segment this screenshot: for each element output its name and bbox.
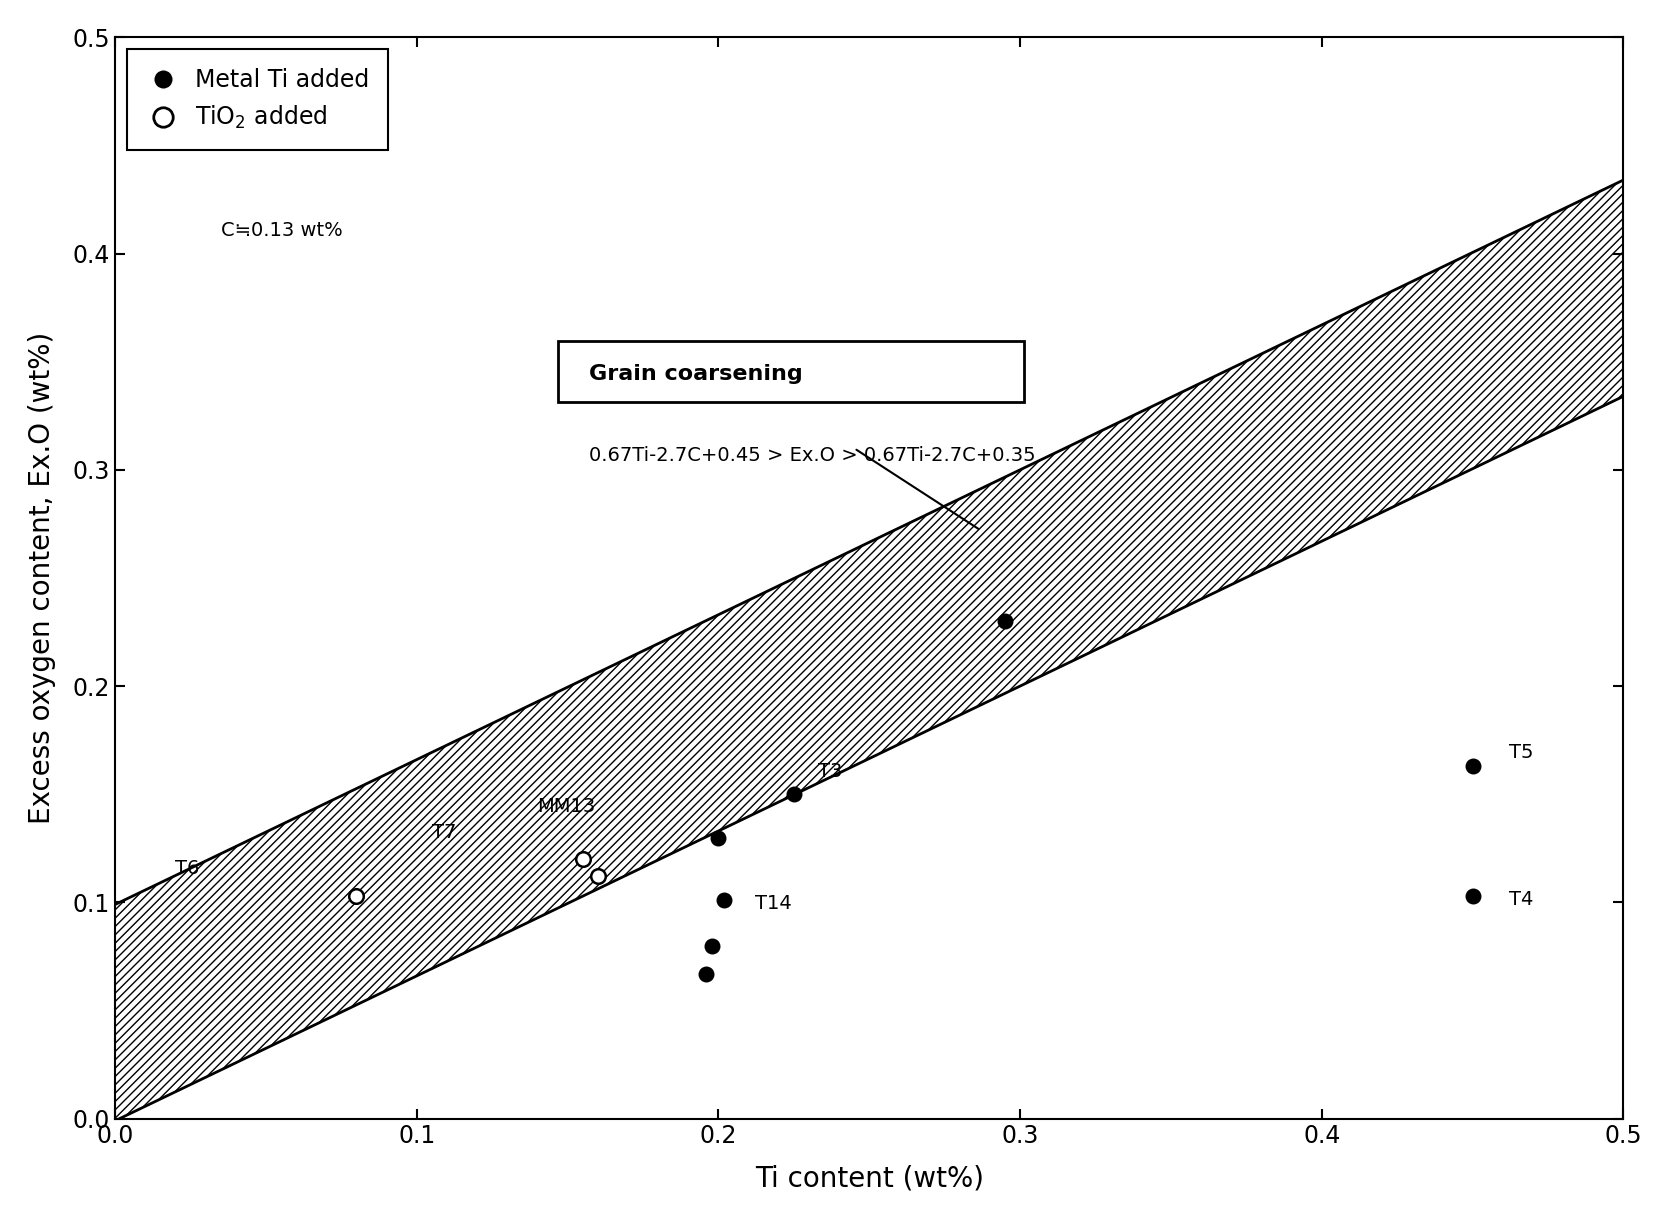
Point bbox=[705, 827, 731, 847]
Y-axis label: Excess oxygen content, Ex.O (wt%): Excess oxygen content, Ex.O (wt%) bbox=[28, 332, 55, 825]
Text: T4: T4 bbox=[1508, 889, 1533, 909]
Point bbox=[1460, 756, 1486, 776]
Point bbox=[992, 611, 1019, 631]
Text: Grain coarsening: Grain coarsening bbox=[588, 364, 802, 384]
Point bbox=[700, 936, 726, 955]
Text: C≒0.13 wt%: C≒0.13 wt% bbox=[220, 221, 342, 240]
Point bbox=[780, 784, 807, 804]
Text: T14: T14 bbox=[755, 894, 792, 913]
Point bbox=[569, 849, 596, 869]
Text: 0.67Ti-2.7C+0.45 > Ex.O > 0.67Ti-2.7C+0.35: 0.67Ti-2.7C+0.45 > Ex.O > 0.67Ti-2.7C+0.… bbox=[588, 447, 1035, 465]
Point bbox=[584, 866, 611, 886]
Text: MM13: MM13 bbox=[538, 797, 596, 816]
Point bbox=[1460, 886, 1486, 905]
Text: T5: T5 bbox=[1508, 743, 1533, 761]
X-axis label: Ti content (wt%): Ti content (wt%) bbox=[755, 1164, 984, 1192]
Point bbox=[693, 964, 720, 983]
Legend: Metal Ti added, TiO$_2$ added: Metal Ti added, TiO$_2$ added bbox=[127, 49, 389, 150]
Text: T7: T7 bbox=[433, 822, 456, 842]
Text: Grain coarsening
0.67Ti-2.7C+0.45 > Ex.O > 0.67Ti-2.7C+0.35: Grain coarsening 0.67Ti-2.7C+0.45 > Ex.O… bbox=[568, 351, 1014, 392]
Point bbox=[342, 886, 369, 905]
Text: T3: T3 bbox=[818, 762, 842, 781]
Text: T6: T6 bbox=[175, 859, 200, 878]
Point bbox=[711, 891, 738, 910]
